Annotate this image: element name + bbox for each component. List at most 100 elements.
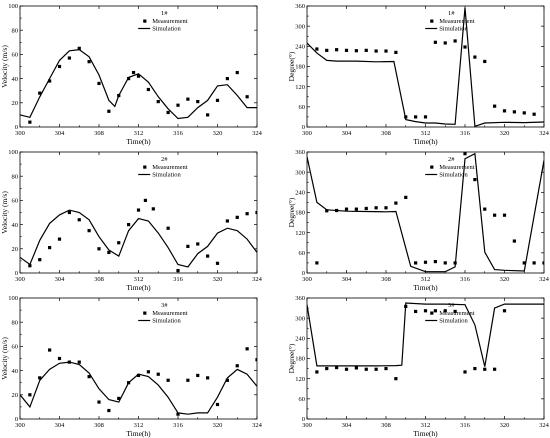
x-tick-label: 304: [55, 130, 66, 137]
x-axis-label: Time(h): [413, 429, 438, 438]
x-tick-label: 324: [539, 276, 550, 283]
legend-title: 3#: [448, 302, 455, 309]
measurement-point: [473, 55, 477, 59]
measurement-point: [136, 74, 141, 78]
measurement-point: [57, 237, 62, 241]
y-tick-label: 60: [299, 250, 306, 257]
measurement-point: [57, 64, 62, 69]
legend-marker-measurement: [143, 165, 147, 169]
measurement-point: [146, 370, 150, 374]
y-tick-label: 240: [295, 336, 305, 343]
x-tick-label: 324: [252, 276, 263, 283]
measurement-point: [433, 259, 437, 264]
measurement-point: [493, 213, 497, 217]
y-axis-label: Degree(°): [287, 51, 296, 81]
measurement-point: [473, 177, 477, 182]
measurement-point: [384, 206, 388, 210]
measurement-point: [87, 375, 91, 379]
measurement-point: [335, 48, 339, 52]
measurement-point: [77, 46, 81, 50]
measurement-point: [235, 215, 239, 219]
x-axis-label: Time(h): [126, 429, 151, 438]
x-tick-label: 304: [342, 276, 353, 283]
y-tick-label: 240: [295, 190, 305, 197]
measurement-point: [131, 70, 136, 75]
measurement-point: [423, 309, 428, 313]
y-tick-label: 180: [295, 64, 305, 71]
measurement-point: [57, 356, 62, 361]
legend-marker-measurement: [143, 19, 147, 23]
measurement-point: [215, 402, 220, 407]
measurement-point: [48, 245, 52, 250]
x-tick-label: 324: [252, 422, 263, 429]
measurement-point: [522, 111, 526, 115]
measurement-point: [354, 49, 358, 53]
measurement-point: [225, 378, 229, 382]
x-tick-label: 300: [15, 130, 25, 137]
simulation-line: [307, 7, 544, 127]
chart-panel-4: 300 304 308 312 316 320 324 0 60 120 180 240 300 360 T…: [287, 149, 550, 292]
simulation-line: [20, 48, 257, 120]
legend-title: 1#: [161, 10, 168, 17]
y-tick-label: 240: [295, 44, 305, 51]
y-tick-label: 0: [15, 270, 18, 277]
measurement-point: [97, 81, 101, 86]
x-tick-label: 300: [302, 276, 312, 283]
x-tick-label: 308: [381, 130, 391, 137]
legend-label-measurement: Measurement: [152, 164, 188, 171]
legend-label-measurement: Measurement: [439, 310, 475, 317]
y-tick-label: 120: [295, 84, 305, 91]
measurement-point: [463, 152, 467, 156]
measurement-point: [107, 250, 111, 255]
x-tick-label: 308: [381, 422, 391, 429]
y-tick-label: 0: [15, 416, 18, 423]
legend-marker-measurement: [143, 311, 147, 315]
x-tick-label: 308: [94, 130, 104, 137]
measurement-point: [423, 260, 428, 264]
y-tick-label: 0: [302, 124, 305, 131]
x-tick-label: 300: [302, 422, 312, 429]
measurement-point: [107, 109, 111, 113]
measurement-point: [206, 254, 210, 258]
simulation-line: [307, 302, 544, 367]
measurement-point: [235, 364, 239, 368]
x-tick-label: 308: [94, 422, 104, 429]
measurement-point: [394, 377, 398, 381]
measurement-point: [67, 210, 71, 215]
x-tick-label: 312: [134, 422, 144, 429]
legend-label-measurement: Measurement: [439, 18, 475, 25]
y-tick-label: 60: [12, 52, 19, 59]
y-tick-label: 60: [12, 344, 19, 351]
measurement-point: [414, 309, 418, 314]
measurement-point: [166, 110, 170, 115]
legend-label-simulation: Simulation: [152, 172, 181, 179]
measurement-point: [48, 348, 52, 352]
measurement-point: [255, 210, 257, 215]
measurement-point: [423, 115, 428, 119]
y-tick-label: 60: [299, 104, 306, 111]
x-tick-label: 316: [460, 130, 471, 137]
measurement-point: [453, 39, 457, 43]
measurement-point: [463, 370, 467, 374]
y-tick-label: 40: [12, 222, 19, 229]
x-axis-label: Time(h): [413, 137, 438, 146]
measurement-point: [77, 360, 81, 364]
measurement-point: [176, 103, 180, 107]
simulation-line: [307, 152, 544, 273]
measurement-point: [325, 366, 329, 371]
y-axis-label: Velocity (m/s): [0, 191, 9, 234]
y-axis-label: Degree(°): [287, 343, 296, 373]
measurement-point: [414, 115, 418, 119]
measurement-point: [156, 99, 160, 104]
measurement-point: [502, 109, 507, 113]
legend-label-simulation: Simulation: [439, 172, 468, 179]
x-tick-label: 324: [252, 130, 263, 137]
measurement-point: [493, 367, 497, 371]
measurement-point: [364, 206, 368, 211]
x-tick-label: 320: [213, 130, 223, 137]
measurement-point: [532, 261, 536, 265]
measurement-point: [38, 91, 42, 95]
measurement-point: [117, 396, 121, 401]
x-tick-label: 320: [500, 130, 510, 137]
measurement-point: [364, 48, 368, 52]
